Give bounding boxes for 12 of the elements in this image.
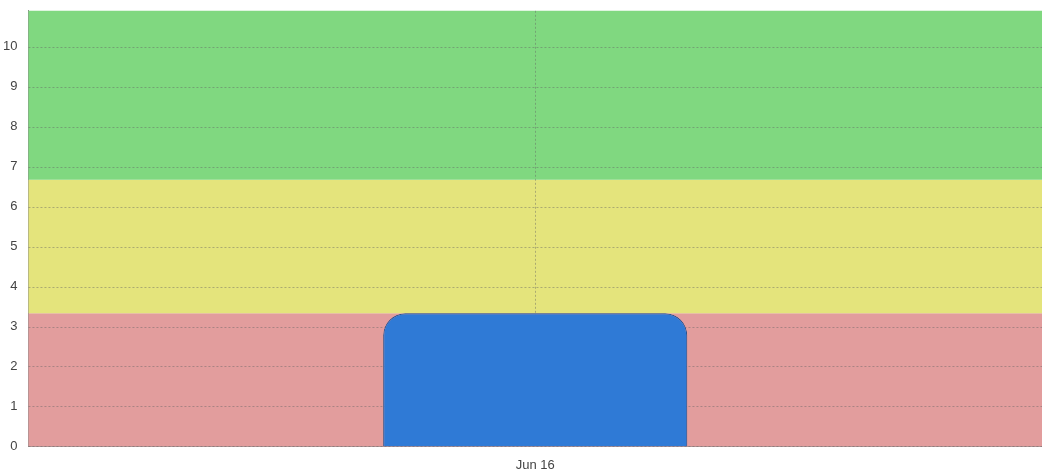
y-tick-label: 4	[10, 278, 18, 294]
y-tick-label: 8	[10, 118, 18, 134]
y-tick-label: 2	[10, 358, 18, 374]
y-tick-label: 0	[10, 437, 18, 453]
y-tick-label: 6	[10, 198, 18, 214]
y-tick-label: 9	[10, 78, 18, 94]
y-tick-label: 7	[10, 158, 18, 174]
y-tick-label: 1	[10, 398, 18, 414]
x-tick-label: Jun 16	[515, 456, 555, 472]
y-tick-label: 5	[10, 238, 18, 254]
y-tick-label: 3	[10, 318, 18, 334]
y-tick-label: 10	[2, 38, 18, 54]
